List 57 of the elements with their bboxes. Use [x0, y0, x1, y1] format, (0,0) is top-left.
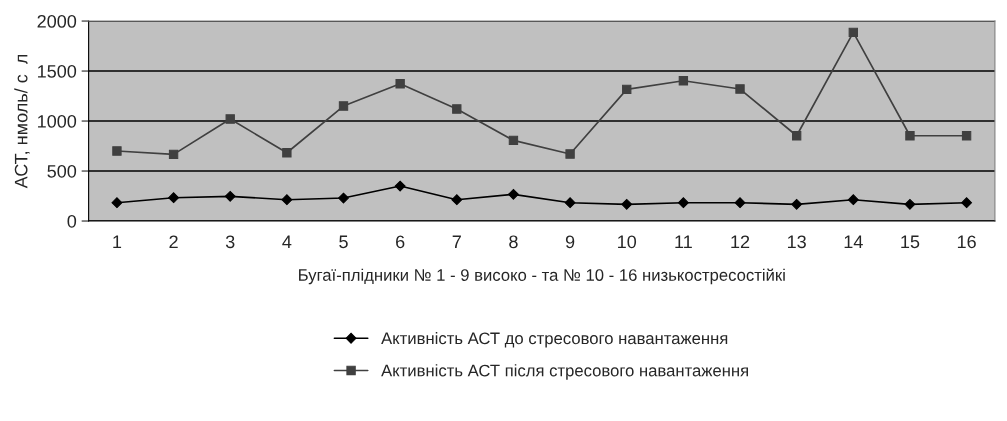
- x-tick-label: 9: [565, 235, 575, 249]
- point: [168, 192, 180, 204]
- x-tick-label: 12: [731, 235, 750, 248]
- point: [394, 180, 406, 192]
- point: [961, 131, 972, 141]
- point: [112, 146, 122, 156]
- x-tick-label: 16: [957, 235, 976, 249]
- x-tick-label: 13: [788, 235, 806, 249]
- y-tick-label: 1000: [38, 114, 77, 128]
- x-tick-label: 14: [844, 235, 863, 248]
- point: [791, 131, 802, 141]
- x-tick-label: 15: [901, 235, 920, 249]
- point: [677, 197, 689, 209]
- legend-label: Активність АСТ після стресового навантаження: [381, 364, 748, 380]
- x-tick-label: 11: [675, 235, 692, 248]
- point: [282, 148, 292, 158]
- point: [961, 197, 973, 209]
- x-tick-label: 4: [282, 235, 292, 248]
- x-axis-title: Бугаї-плідники № 1 - 9 високо - та № 10 - 16 низькостресостійкі: [299, 268, 785, 285]
- point: [904, 198, 916, 210]
- x-tick-label: 7: [452, 235, 461, 248]
- point: [734, 197, 746, 209]
- x-tick-label: 8: [509, 235, 518, 249]
- y-axis-title: АСТ, нмоль/ с л: [14, 54, 30, 189]
- point: [564, 197, 576, 209]
- point: [848, 27, 858, 38]
- point: [338, 101, 349, 111]
- y-tick-label: 1500: [38, 64, 77, 78]
- y-tick-label: 500: [47, 164, 77, 178]
- point: [847, 194, 859, 206]
- point: [452, 104, 462, 114]
- point: [508, 188, 519, 200]
- point: [168, 149, 179, 160]
- point: [791, 198, 803, 210]
- legend-label: Активність АСТ до стресового навантаження: [381, 332, 728, 348]
- x-tick-label: 10: [618, 235, 637, 249]
- point: [508, 135, 519, 146]
- y-tick-label: 0: [67, 214, 77, 228]
- point: [338, 192, 349, 204]
- y-tick-label: 2000: [37, 14, 77, 28]
- point: [565, 149, 575, 159]
- point: [451, 194, 463, 206]
- point: [678, 76, 689, 86]
- x-tick-label: 5: [339, 235, 348, 249]
- point: [905, 131, 915, 141]
- point: [735, 84, 745, 94]
- x-tick-label: 2: [169, 235, 178, 248]
- point: [225, 114, 235, 124]
- x-tick-label: 1: [113, 235, 122, 248]
- x-tick-label: 3: [225, 235, 235, 249]
- point: [395, 79, 405, 89]
- point: [621, 198, 633, 210]
- x-tick-label: 6: [396, 235, 405, 249]
- point: [111, 197, 123, 209]
- point: [224, 190, 236, 202]
- point: [281, 194, 293, 206]
- point: [622, 84, 632, 95]
